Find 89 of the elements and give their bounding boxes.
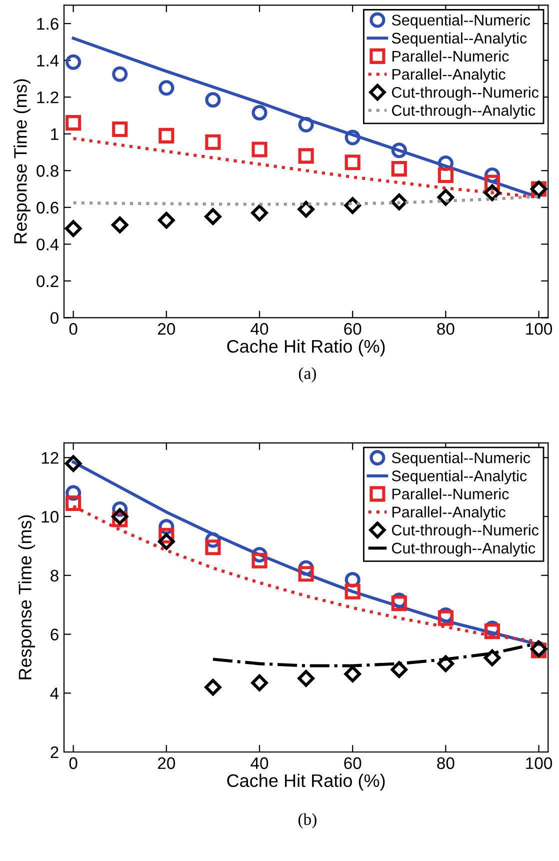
x-axis-title: Cache Hit Ratio (%) [227,774,385,791]
point [205,92,221,108]
point [391,596,407,612]
point [484,649,501,666]
legend-label: Parallel--Numeric [392,488,509,500]
point [390,193,408,210]
x-tick-label: 20 [158,323,176,335]
y-tick-label: 10 [42,510,58,523]
point [298,566,314,582]
point [344,584,360,600]
point [390,661,408,678]
legend-label: Sequential--Numeric [392,14,530,29]
legend-label: Sequential--Analytic [392,32,527,47]
x-tick-label: 0 [69,323,78,335]
y-tick-label: 0.4 [36,238,59,250]
point [484,624,500,640]
y-tick-label: 0.8 [36,165,58,177]
point [484,184,501,202]
y-tick-label: 1.4 [37,54,59,66]
point [66,115,82,131]
legend-label: Cut-through--Numeric [392,524,539,539]
point [252,142,268,158]
point [298,148,314,164]
point [437,188,454,206]
x-axis-title: Cache Hit Ratio (%) [227,339,385,356]
point [111,216,128,234]
y-axis-title: Response Time (ms) [14,79,30,244]
text: (a) [298,367,316,382]
y-tick-label: 1 [51,128,58,140]
legend-label: Parallel--Numeric [392,50,509,62]
legend-label: Cut-through--Analytic [392,104,536,119]
x-tick-label: 60 [344,323,362,335]
y-axis-title: Response Time (ms) [18,515,36,680]
point [251,674,268,692]
x-tick-label: 80 [437,323,454,335]
y-tick-label: 1.2 [37,91,58,104]
point [204,678,222,696]
legend-label: Cut-through--Analytic [392,542,536,557]
point [391,161,407,177]
y-tick-label: 2 [50,746,58,758]
x-tick-label: 40 [250,757,268,770]
point [64,220,82,237]
y-tick-label: 0.2 [36,275,58,288]
legend-label: Parallel--Analytic [392,68,506,83]
point [158,128,174,144]
y-tick-label: 12 [42,452,58,464]
legend-label: Cut-through--Numeric [392,86,539,101]
point [64,455,82,472]
y-tick-label: 0.6 [36,202,58,214]
y-tick-label: 1.6 [37,18,58,30]
point [66,54,82,70]
point [252,552,268,568]
y-tick-label: 6 [50,628,58,640]
point [437,655,454,672]
point [205,134,221,150]
point [344,154,360,170]
legend-label: Parallel--Analytic [392,506,506,520]
point [158,533,175,550]
point [158,212,175,229]
x-tick-label: 100 [526,323,552,335]
point [252,104,268,120]
point [66,495,82,512]
y-tick-label: 0 [50,312,58,324]
point [204,208,222,225]
legend-label: Sequential--Analytic [392,470,527,484]
x-tick-label: 20 [158,757,176,770]
point [438,610,454,626]
point [438,167,454,184]
point [344,666,362,682]
x-tick-label: 40 [250,323,268,335]
point [298,200,314,218]
legend-label: Sequential--Numeric [392,452,530,466]
text: (b) [298,813,316,828]
point [298,116,314,132]
point [158,80,174,96]
x-tick-label: 80 [437,757,454,770]
x-tick-label: 100 [526,757,552,770]
x-tick-label: 60 [344,757,362,770]
point [344,130,360,146]
point [111,508,128,525]
point [298,670,314,687]
point [205,540,221,556]
y-tick-label: 8 [50,570,58,582]
x-tick-label: 0 [69,757,78,770]
y-tick-label: 4 [50,688,59,700]
point [112,66,128,82]
point [251,204,268,222]
point [391,142,407,158]
point [112,121,128,138]
